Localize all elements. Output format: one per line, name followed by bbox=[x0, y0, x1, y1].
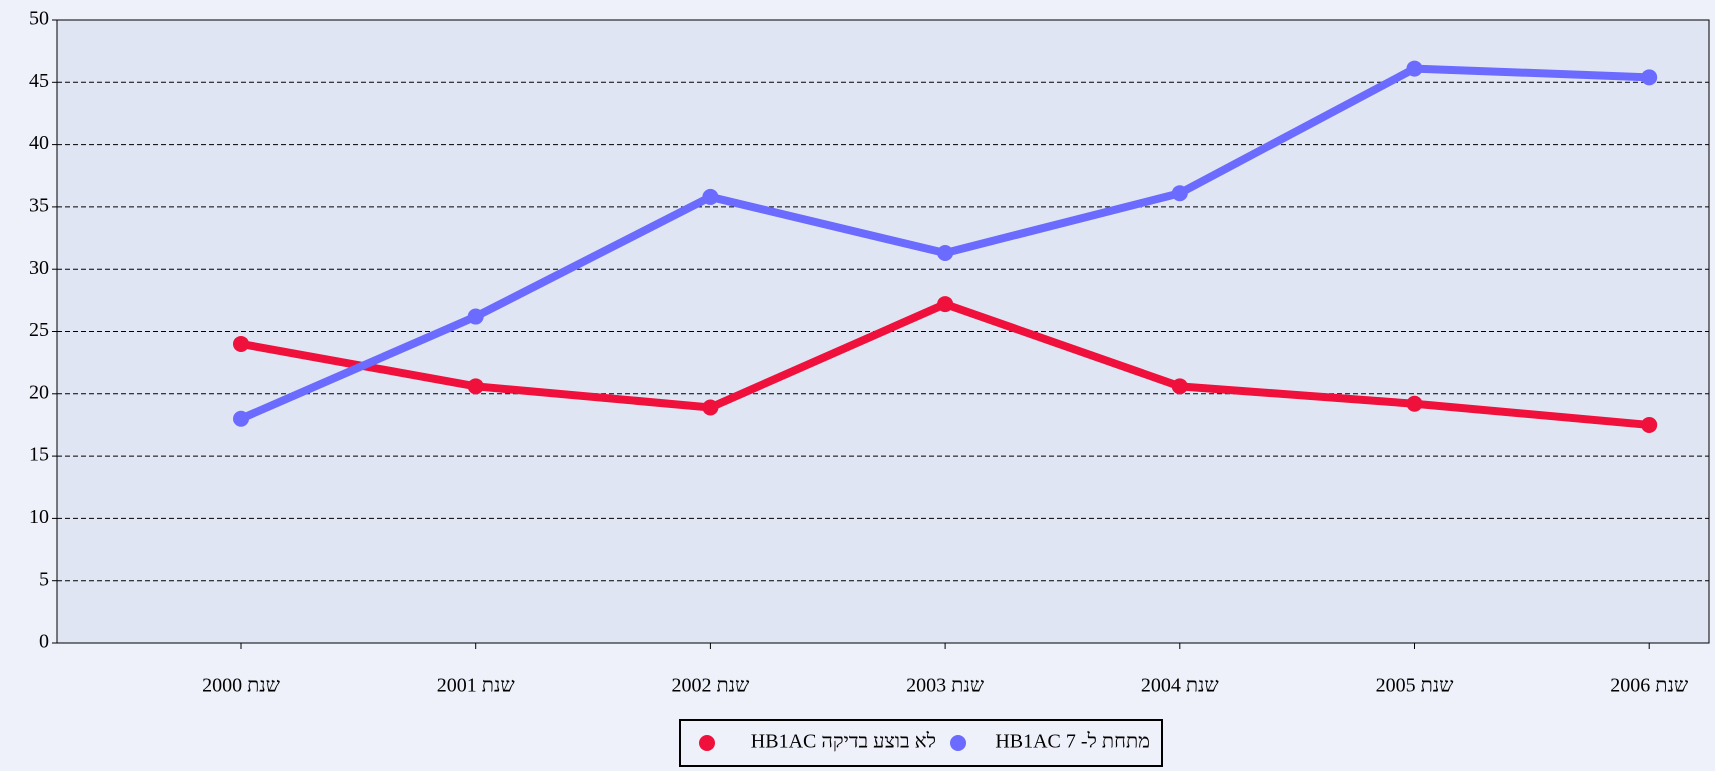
y-tick-label: 15 bbox=[29, 444, 49, 466]
x-tick-label: שנת 2000 bbox=[202, 675, 280, 697]
legend-label: לא בוצע בדיקה HB1AC bbox=[751, 731, 936, 753]
y-tick-label: 20 bbox=[29, 381, 49, 403]
y-tick-label: 25 bbox=[29, 319, 49, 341]
x-tick-label: שנת 2001 bbox=[437, 675, 515, 697]
data-point bbox=[467, 378, 484, 395]
y-tick-label: 5 bbox=[39, 568, 49, 590]
data-point bbox=[1171, 185, 1188, 202]
data-point bbox=[1406, 395, 1423, 412]
y-tick-label: 45 bbox=[29, 70, 49, 92]
data-point bbox=[937, 245, 954, 262]
data-point bbox=[233, 410, 249, 427]
data-point bbox=[937, 296, 954, 313]
data-point bbox=[1641, 69, 1658, 86]
legend-box bbox=[679, 719, 1163, 767]
x-tick-label: שנת 2002 bbox=[671, 675, 749, 697]
data-point bbox=[233, 335, 249, 352]
y-tick-label: 40 bbox=[29, 132, 49, 154]
x-tick-label: שנת 2003 bbox=[906, 675, 984, 697]
data-point bbox=[702, 399, 719, 416]
y-tick-label: 50 bbox=[29, 8, 49, 30]
legend-marker bbox=[950, 735, 966, 751]
legend-label: מתחת ל- 7 HB1AC bbox=[995, 731, 1150, 753]
x-tick-label: שנת 2006 bbox=[1610, 675, 1688, 697]
x-tick-label: שנת 2004 bbox=[1141, 675, 1219, 697]
data-point bbox=[467, 308, 484, 325]
data-point bbox=[702, 188, 719, 205]
y-tick-label: 30 bbox=[29, 257, 49, 279]
y-tick-label: 35 bbox=[29, 194, 49, 216]
data-point bbox=[1171, 378, 1188, 395]
y-tick-label: 10 bbox=[29, 506, 49, 528]
y-tick-label: 0 bbox=[39, 631, 49, 653]
legend-marker bbox=[699, 735, 715, 751]
x-tick-label: שנת 2005 bbox=[1376, 675, 1454, 697]
data-point bbox=[1641, 416, 1658, 433]
data-point bbox=[1406, 60, 1423, 77]
